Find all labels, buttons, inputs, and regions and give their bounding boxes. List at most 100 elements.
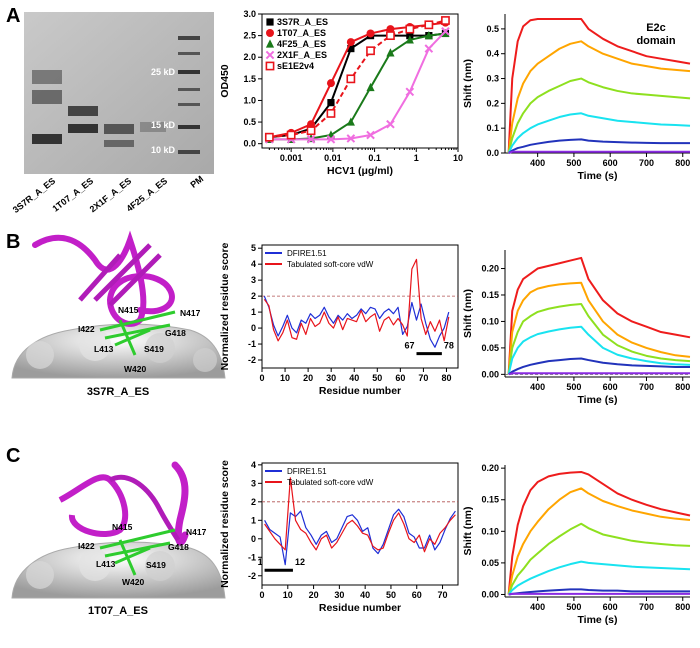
data-marker <box>264 132 274 142</box>
series-line <box>507 40 691 154</box>
y-tick-label: 0.2 <box>486 98 499 108</box>
gel-marker-label: 15 kD <box>151 120 176 130</box>
x-tick-label: 0.001 <box>280 153 303 163</box>
data-marker <box>265 50 275 60</box>
x-tick-label: 0.1 <box>368 153 381 163</box>
y-tick-label: 0.0 <box>486 148 499 158</box>
residue-label: S419 <box>146 560 166 570</box>
binding-residues <box>99 528 176 576</box>
y-tick-label: 0.10 <box>481 526 499 536</box>
residue-label: S419 <box>144 344 164 354</box>
series-line <box>269 19 446 139</box>
series-line <box>507 17 691 154</box>
x-tick-label: 70 <box>438 590 448 600</box>
y-tick-label: 2.0 <box>243 52 256 62</box>
y-tick-label: 2 <box>251 497 256 507</box>
data-marker <box>366 130 375 140</box>
data-marker <box>266 29 274 37</box>
y-tick-label: 5 <box>251 243 256 253</box>
y-tick-label: 0.05 <box>481 343 499 353</box>
y-tick-label: 0.20 <box>481 264 499 274</box>
legend-label: Tabulated soft-core vdW <box>287 478 374 487</box>
x-tick-label: 0 <box>259 590 264 600</box>
series-line <box>507 522 691 595</box>
series-line <box>507 77 691 154</box>
x-tick-label: 400 <box>530 158 545 168</box>
x-tick-label: 0.01 <box>324 153 342 163</box>
data-marker <box>405 24 415 34</box>
structure-name: 1T07_A_ES <box>88 605 148 617</box>
y-axis-title: Shift (nm) <box>462 289 474 338</box>
x-tick-label: 10 <box>283 590 293 600</box>
x-tick-label: 800 <box>675 602 690 612</box>
plot-frame <box>261 244 459 369</box>
y-tick-label: 0.15 <box>481 290 499 300</box>
x-tick-label: 600 <box>603 382 618 392</box>
x-tick-label: 500 <box>566 602 581 612</box>
gel-band <box>68 106 98 116</box>
y-tick-label: 1 <box>251 307 256 317</box>
x-tick-label: 80 <box>441 373 451 383</box>
surface-bump <box>79 549 111 581</box>
gel-band <box>32 70 62 84</box>
residue-label: I422 <box>78 324 95 334</box>
data-marker <box>265 39 275 48</box>
data-marker <box>306 135 316 144</box>
x-axis-title: HCV1 (μg/ml) <box>327 165 393 177</box>
legend-label: 1T07_A_ES <box>277 28 326 38</box>
surface-bump <box>145 551 175 581</box>
gel-band <box>104 124 134 134</box>
gel-marker-band <box>178 150 200 154</box>
series-line <box>264 477 456 553</box>
structure-name: 3S7R_A_ES <box>87 386 149 398</box>
x-tick-label: 400 <box>530 602 545 612</box>
y-tick-label: 0.5 <box>243 117 256 127</box>
x-tick-label: 40 <box>349 373 359 383</box>
data-marker <box>326 109 336 118</box>
series-line <box>507 112 691 154</box>
y-axis-title: Shift (nm) <box>462 507 474 556</box>
x-tick-label: 30 <box>334 590 344 600</box>
y-tick-label: -2 <box>248 571 256 581</box>
data-marker <box>326 79 335 88</box>
x-tick-label: 70 <box>418 373 428 383</box>
gel-band <box>68 124 98 133</box>
data-marker <box>306 126 316 136</box>
x-tick-label: 10 <box>280 373 290 383</box>
residue-label: N415 <box>118 305 139 315</box>
data-marker <box>327 99 335 107</box>
series-line <box>507 487 691 595</box>
x-tick-label: 700 <box>639 602 654 612</box>
annotation: E2c domain <box>636 22 676 47</box>
y-tick-label: 0.05 <box>481 558 499 568</box>
x-tick-label: 40 <box>360 590 370 600</box>
surface-bump <box>26 341 54 369</box>
protein-ribbon <box>32 230 175 327</box>
gel-marker-label: 25 kD <box>151 67 176 77</box>
protein-structure: N415 N417 I422 G418 L413 S419 W420 1T07_… <box>11 461 226 617</box>
plot-frame <box>261 462 459 586</box>
data-marker <box>265 61 275 71</box>
y-tick-label: -1 <box>248 552 256 562</box>
x-axis-title: Time (s) <box>577 170 617 182</box>
gel-marker-band <box>178 36 200 40</box>
y-tick-label: -1 <box>248 339 256 349</box>
x-tick-label: 400 <box>530 382 545 392</box>
legend-label: DFIRE1.51 <box>287 467 327 476</box>
binding-residues <box>99 310 176 356</box>
y-tick-label: 1.0 <box>243 95 256 105</box>
y-tick-label: 0.4 <box>486 49 499 59</box>
x-axis-title: Time (s) <box>577 614 617 626</box>
data-marker <box>386 25 395 34</box>
data-marker <box>405 87 415 97</box>
gel-marker-label: 10 kD <box>151 145 176 155</box>
series-line <box>507 560 691 596</box>
legend-label: DFIRE1.51 <box>287 249 327 258</box>
x-tick-label: 60 <box>412 590 422 600</box>
y-axis-title: Normalized residue score <box>219 460 231 588</box>
legend-label: sE1E2v4 <box>277 61 314 71</box>
data-marker <box>366 82 375 92</box>
data-marker <box>424 31 433 40</box>
